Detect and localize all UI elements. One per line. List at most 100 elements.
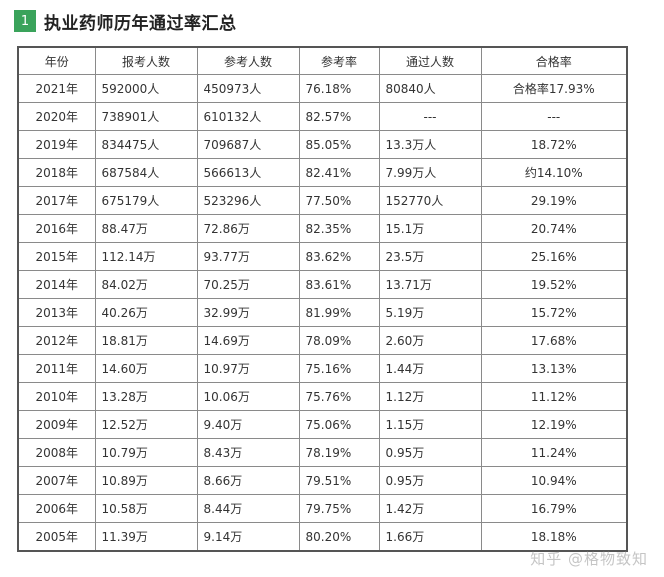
cell-attendance-rate: 82.35% — [298, 214, 380, 243]
cell-year: 2008年 — [17, 438, 96, 467]
cell-passed: 0.95万 — [378, 466, 482, 495]
table-row: 2013年 40.26万 32.99万 81.99% 5.19万 15.72% — [17, 298, 628, 327]
table-row: 2010年 13.28万 10.06万 75.76% 1.12万 11.12% — [17, 382, 628, 411]
cell-pass-rate: 10.94% — [480, 466, 628, 495]
cell-passed: 13.3万人 — [378, 130, 482, 159]
cell-registered: 12.52万 — [94, 410, 198, 439]
cell-pass-rate: 约14.10% — [480, 158, 628, 187]
table-row: 2007年 10.89万 8.66万 79.51% 0.95万 10.94% — [17, 466, 628, 495]
cell-attendance-rate: 82.41% — [298, 158, 380, 187]
cell-year: 2010年 — [17, 382, 96, 411]
cell-passed: 1.44万 — [378, 354, 482, 383]
table-header-row: 年份 报考人数 参考人数 参考率 通过人数 合格率 — [17, 46, 628, 75]
cell-attendance-rate: 81.99% — [298, 298, 380, 327]
cell-year: 2020年 — [17, 102, 96, 131]
cell-registered: 84.02万 — [94, 270, 198, 299]
cell-attendance-rate: 75.16% — [298, 354, 380, 383]
cell-registered: 112.14万 — [94, 242, 198, 271]
cell-pass-rate: 17.68% — [480, 326, 628, 355]
cell-attended: 9.40万 — [196, 410, 300, 439]
cell-attended: 32.99万 — [196, 298, 300, 327]
cell-year: 2018年 — [17, 158, 96, 187]
cell-pass-rate: 13.13% — [480, 354, 628, 383]
cell-attended: 72.86万 — [196, 214, 300, 243]
cell-year: 2006年 — [17, 494, 96, 523]
cell-pass-rate: 16.79% — [480, 494, 628, 523]
cell-pass-rate: 合格率17.93% — [480, 74, 628, 103]
cell-attendance-rate: 82.57% — [298, 102, 380, 131]
cell-year: 2011年 — [17, 354, 96, 383]
cell-attendance-rate: 79.51% — [298, 466, 380, 495]
table-row: 2019年 834475人 709687人 85.05% 13.3万人 18.72% — [17, 130, 628, 159]
cell-year: 2009年 — [17, 410, 96, 439]
cell-registered: 10.58万 — [94, 494, 198, 523]
cell-passed: 1.42万 — [378, 494, 482, 523]
cell-passed: 0.95万 — [378, 438, 482, 467]
table-row: 2018年 687584人 566613人 82.41% 7.99万人 约14.10% — [17, 158, 628, 187]
cell-attendance-rate: 77.50% — [298, 186, 380, 215]
cell-attendance-rate: 83.61% — [298, 270, 380, 299]
cell-attendance-rate: 78.19% — [298, 438, 380, 467]
table-body: 2021年 592000人 450973人 76.18% 80840人 合格率17.93%… — [17, 74, 628, 552]
cell-registered: 592000人 — [94, 74, 198, 103]
cell-attendance-rate: 75.06% — [298, 410, 380, 439]
cell-passed: 152770人 — [378, 186, 482, 215]
cell-passed: 1.66万 — [378, 522, 482, 552]
table-row: 2014年 84.02万 70.25万 83.61% 13.71万 19.52% — [17, 270, 628, 299]
cell-attended: 523296人 — [196, 186, 300, 215]
cell-passed: 1.12万 — [378, 382, 482, 411]
cell-passed: 13.71万 — [378, 270, 482, 299]
table-header: 年份 报考人数 参考人数 参考率 通过人数 合格率 — [17, 46, 628, 75]
cell-registered: 834475人 — [94, 130, 198, 159]
cell-pass-rate: --- — [480, 102, 628, 131]
cell-year: 2007年 — [17, 466, 96, 495]
cell-attended: 8.43万 — [196, 438, 300, 467]
cell-registered: 10.79万 — [94, 438, 198, 467]
column-header-attended: 参考人数 — [196, 46, 300, 75]
section-number-badge: 1 — [14, 10, 36, 32]
cell-pass-rate: 29.19% — [480, 186, 628, 215]
cell-pass-rate: 12.19% — [480, 410, 628, 439]
cell-passed: --- — [378, 102, 482, 131]
cell-pass-rate: 20.74% — [480, 214, 628, 243]
cell-registered: 10.89万 — [94, 466, 198, 495]
cell-attended: 14.69万 — [196, 326, 300, 355]
cell-year: 2016年 — [17, 214, 96, 243]
cell-passed: 23.5万 — [378, 242, 482, 271]
table-row: 2008年 10.79万 8.43万 78.19% 0.95万 11.24% — [17, 438, 628, 467]
cell-attended: 10.97万 — [196, 354, 300, 383]
column-header-passed: 通过人数 — [378, 46, 482, 75]
cell-pass-rate: 19.52% — [480, 270, 628, 299]
cell-year: 2012年 — [17, 326, 96, 355]
cell-registered: 88.47万 — [94, 214, 198, 243]
table-row: 2009年 12.52万 9.40万 75.06% 1.15万 12.19% — [17, 410, 628, 439]
cell-passed: 1.15万 — [378, 410, 482, 439]
column-header-pass-rate: 合格率 — [480, 46, 628, 75]
table-row: 2017年 675179人 523296人 77.50% 152770人 29.19% — [17, 186, 628, 215]
cell-registered: 738901人 — [94, 102, 198, 131]
cell-attendance-rate: 80.20% — [298, 522, 380, 552]
column-header-registered: 报考人数 — [94, 46, 198, 75]
cell-registered: 14.60万 — [94, 354, 198, 383]
cell-passed: 5.19万 — [378, 298, 482, 327]
cell-registered: 13.28万 — [94, 382, 198, 411]
cell-passed: 2.60万 — [378, 326, 482, 355]
table-row: 2005年 11.39万 9.14万 80.20% 1.66万 18.18% — [17, 522, 628, 552]
cell-attended: 709687人 — [196, 130, 300, 159]
cell-attendance-rate: 78.09% — [298, 326, 380, 355]
cell-pass-rate: 11.12% — [480, 382, 628, 411]
table-row: 2011年 14.60万 10.97万 75.16% 1.44万 13.13% — [17, 354, 628, 383]
cell-registered: 687584人 — [94, 158, 198, 187]
page-title: 执业药师历年通过率汇总 — [44, 13, 237, 34]
cell-registered: 11.39万 — [94, 522, 198, 552]
cell-registered: 675179人 — [94, 186, 198, 215]
table-row: 2012年 18.81万 14.69万 78.09% 2.60万 17.68% — [17, 326, 628, 355]
cell-attendance-rate: 79.75% — [298, 494, 380, 523]
cell-passed: 80840人 — [378, 74, 482, 103]
cell-pass-rate: 11.24% — [480, 438, 628, 467]
cell-attendance-rate: 83.62% — [298, 242, 380, 271]
cell-year: 2013年 — [17, 298, 96, 327]
cell-registered: 18.81万 — [94, 326, 198, 355]
cell-registered: 40.26万 — [94, 298, 198, 327]
